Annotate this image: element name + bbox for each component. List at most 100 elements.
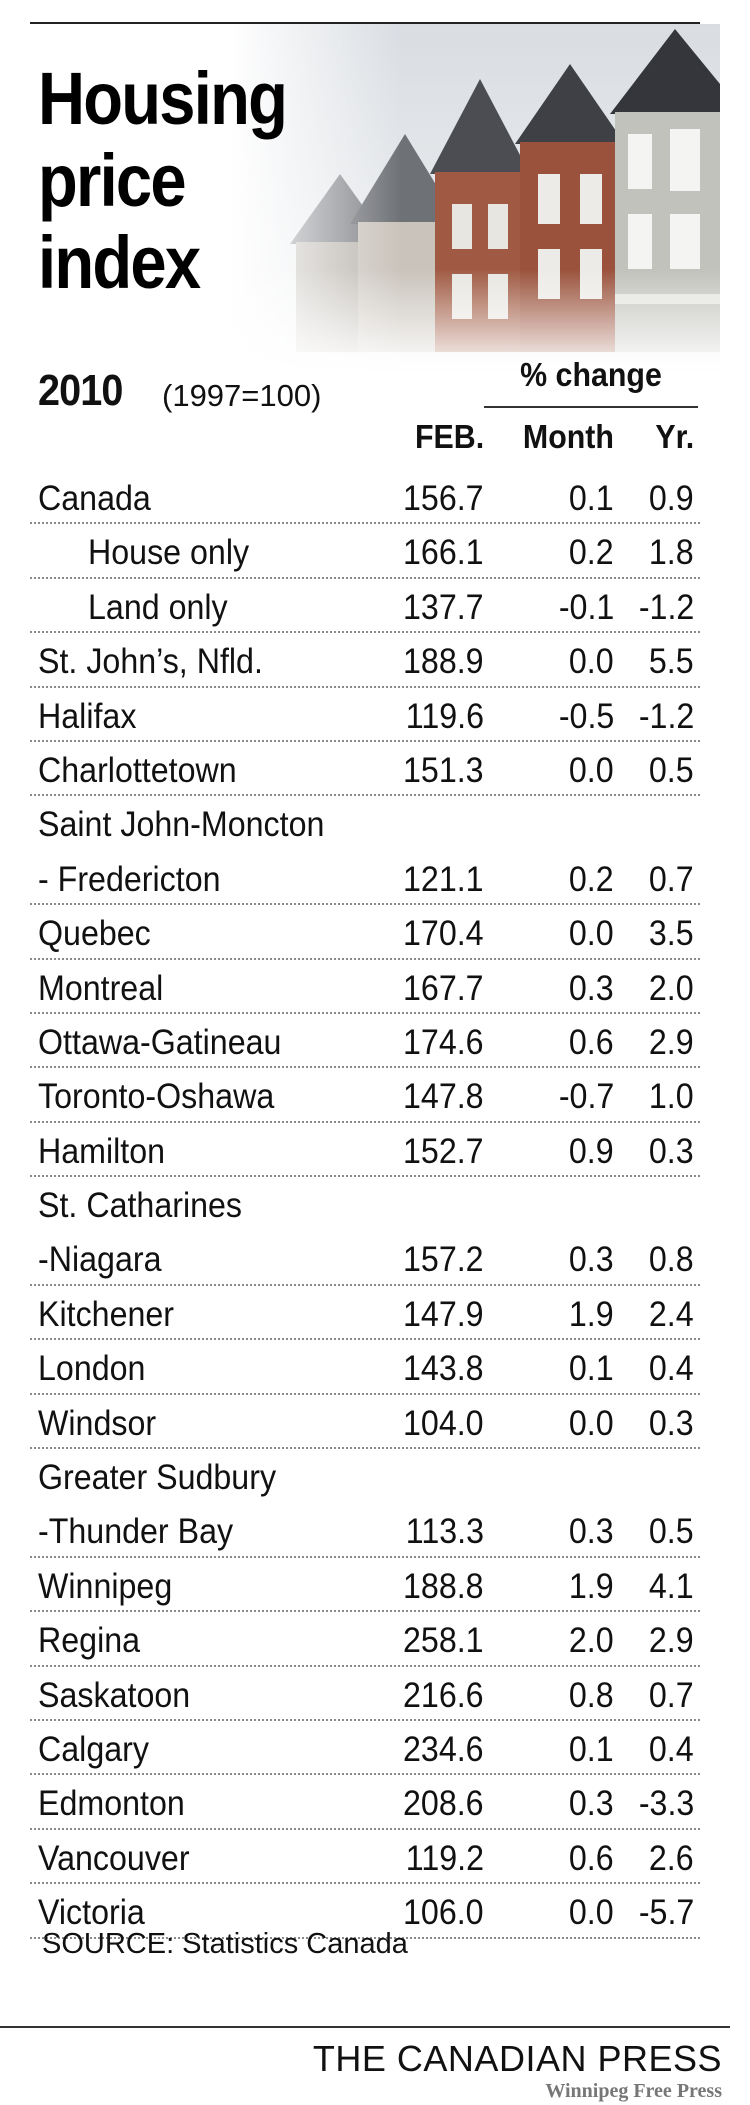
feb-value: 258.1 [403,1621,484,1661]
year-change-value: 2.9 [649,1022,694,1062]
region-name: St. Catharines [38,1186,243,1226]
region-name: Kitchener [38,1294,175,1334]
month-change-value: 0.1 [569,479,614,518]
feb-value: 147.8 [403,1077,484,1117]
houses-illustration [230,24,720,374]
table-row: Winnipeg 188.8 1.9 4.1 [30,1558,700,1613]
title-line-3: index [38,221,201,304]
feb-value: 157.2 [403,1240,484,1280]
feb-value: 188.9 [403,642,484,682]
month-change-value: -0.5 [558,696,614,736]
top-rule [30,22,700,24]
bottom-rule [0,2026,730,2028]
year-change-value: 4.1 [649,1566,694,1606]
year-change-value: 3.5 [649,914,694,954]
table-row: Hamilton 152.7 0.9 0.3 [30,1123,700,1178]
table-row: - Fredericton 121.1 0.2 0.7 [30,851,700,906]
region-name: Charlottetown [38,750,237,790]
month-change-value: 0.3 [569,968,614,1008]
year-change-value: 0.3 [649,1131,694,1171]
feb-value: 170.4 [403,914,484,954]
table-row: Edmonton 208.6 0.3 -3.3 [30,1775,700,1830]
year-change-value: 2.4 [649,1294,694,1334]
table-row: -Niagara 157.2 0.3 0.8 [30,1231,700,1286]
table-row: Saint John-Moncton [30,796,700,850]
region-name: -Niagara [38,1240,162,1280]
month-change-value: -0.7 [558,1077,614,1117]
month-change-value: 0.0 [569,642,614,682]
feb-value: 137.7 [403,587,484,627]
table-row: Charlottetown 151.3 0.0 0.5 [30,742,700,797]
month-change-value: 0.3 [569,1512,614,1552]
feb-value: 166.1 [403,533,484,573]
feb-value: 156.7 [403,479,484,518]
feb-value: 188.8 [403,1566,484,1606]
table-row: Land only 137.7 -0.1 -1.2 [30,579,700,634]
region-name: Toronto-Oshawa [38,1077,275,1117]
feb-value: 119.6 [405,696,484,736]
table-row: Vancouver 119.2 0.6 2.6 [30,1830,700,1885]
month-change-value: 0.0 [569,1893,614,1933]
month-change-value: 0.3 [569,1784,614,1824]
region-name: Saskatoon [38,1675,191,1715]
table-row: Greater Sudbury [30,1449,700,1503]
year-change-value: 0.4 [649,1729,694,1769]
feb-value: 143.8 [403,1349,484,1389]
year-change-value: 5.5 [649,642,694,682]
month-change-value: 0.3 [569,1240,614,1280]
feb-value: 119.2 [405,1838,484,1878]
region-name: Windsor [38,1403,157,1443]
column-header-feb: FEB. [414,418,484,455]
feb-value: 106.0 [403,1893,484,1933]
data-table: Canada 156.7 0.1 0.9 House only 166.1 0.2 1.8 La… [30,470,700,1939]
table-row: London 143.8 0.1 0.4 [30,1340,700,1395]
subtitle-base-note: (1997=100) [162,378,322,413]
region-name: Montreal [38,968,164,1008]
table-row: Calgary 234.6 0.1 0.4 [30,1721,700,1776]
chart-title: Housing price index [38,58,328,304]
table-row: Windsor 104.0 0.0 0.3 [30,1395,700,1450]
region-name: Winnipeg [38,1566,173,1606]
region-name: Ottawa-Gatineau [38,1022,282,1062]
feb-value: 216.6 [403,1675,484,1715]
pct-change-rule [484,406,698,408]
title-line-1: Housing [38,57,288,140]
region-name: Land only [88,587,228,627]
region-name: Calgary [38,1729,149,1769]
feb-value: 167.7 [403,968,484,1008]
month-change-value: 0.8 [569,1675,614,1715]
region-name: Regina [38,1621,141,1661]
month-change-value: 0.1 [569,1349,614,1389]
table-row: Quebec 170.4 0.0 3.5 [30,905,700,960]
month-change-value: 0.2 [569,859,614,899]
region-name: Canada [38,479,151,518]
month-change-value: 0.0 [569,914,614,954]
region-name: Saint John-Moncton [38,805,325,845]
table-row: Toronto-Oshawa 147.8 -0.7 1.0 [30,1068,700,1123]
table-row: House only 166.1 0.2 1.8 [30,524,700,579]
table-row: St. John’s, Nfld. 188.9 0.0 5.5 [30,633,700,688]
month-change-value: -0.1 [558,587,614,627]
year-change-value: -1.2 [638,696,694,736]
year-change-value: 0.5 [649,1512,694,1552]
year-change-value: -3.3 [638,1784,694,1824]
year-change-value: 0.9 [649,479,694,518]
credit: THE CANADIAN PRESS [312,2038,722,2079]
feb-value: 208.6 [403,1784,484,1824]
month-change-value: 1.9 [569,1566,614,1606]
feb-value: 147.9 [403,1294,484,1334]
year-change-value: 2.9 [649,1621,694,1661]
month-change-value: 0.6 [569,1838,614,1878]
title-line-2: price [38,139,187,222]
month-change-value: 2.0 [569,1621,614,1661]
source-note: SOURCE: Statistics Canada [42,1928,408,1960]
feb-value: 152.7 [403,1131,484,1171]
table-row: Ottawa-Gatineau 174.6 0.6 2.9 [30,1014,700,1069]
month-change-value: 0.6 [569,1022,614,1062]
year-change-value: 1.0 [649,1077,694,1117]
region-name: House only [88,533,250,573]
month-change-value: 1.9 [569,1294,614,1334]
region-name: Victoria [38,1893,145,1933]
subtitle-year: 2010 [38,366,123,415]
year-change-value: 0.4 [649,1349,694,1389]
